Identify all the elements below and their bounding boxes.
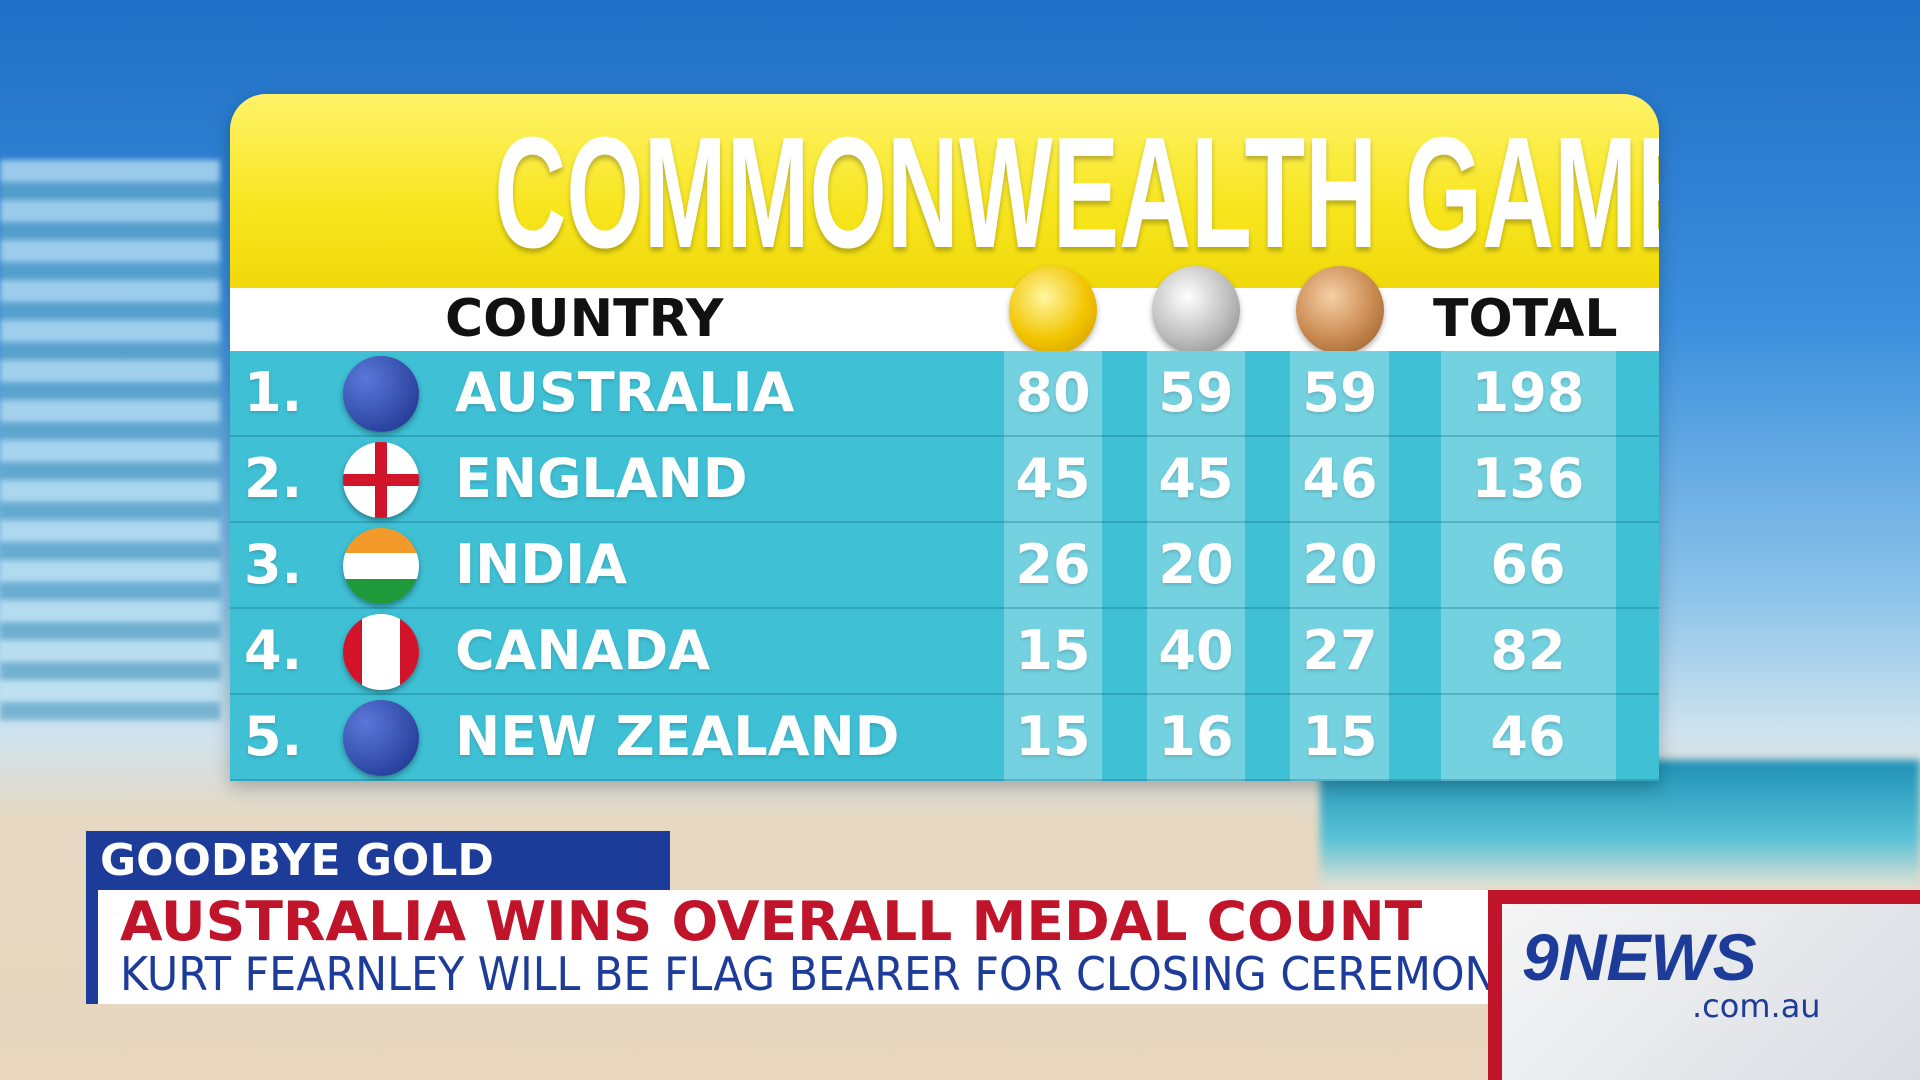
- background-sea: [1320, 760, 1920, 890]
- total-count: 46: [1490, 705, 1566, 768]
- rank: 3.: [244, 533, 303, 596]
- background-building: [0, 160, 220, 720]
- news-logo: 9NEWS .com.au: [1488, 890, 1920, 1080]
- logo-brand: 9NEWS: [1522, 920, 1757, 994]
- ticker-tag: GOODBYE GOLD COAST: [86, 831, 670, 945]
- flag: [343, 356, 419, 432]
- country: AUSTRALIA: [455, 361, 795, 424]
- bronze-medal-icon: [1296, 266, 1384, 354]
- country: ENGLAND: [455, 447, 748, 510]
- column-header: COUNTRY: [445, 289, 724, 349]
- table-row: 2. ENGLAND 45 45 46 136: [230, 437, 1659, 523]
- gold-medal-icon: [1009, 266, 1097, 354]
- column-header: TOTAL: [1433, 289, 1618, 349]
- rank: 2.: [244, 447, 303, 510]
- table-row: 1. AUSTRALIA 80 59 59 198: [230, 351, 1659, 437]
- total-count: 66: [1490, 533, 1566, 596]
- medal-count: 16: [1158, 705, 1234, 768]
- silver-column: [1147, 351, 1245, 781]
- total-count: 136: [1471, 447, 1585, 510]
- medal-panel: COMMONWEALTH GAMES COUNTRY TOTAL 1. AUSTR…: [230, 94, 1659, 781]
- flag: [343, 614, 419, 690]
- table-row: 4. CANADA 15 40 27 82: [230, 609, 1659, 695]
- medal-count: 40: [1158, 619, 1234, 682]
- flag: [343, 700, 419, 776]
- rank: 1.: [244, 361, 303, 424]
- logo-domain: .com.au: [1692, 987, 1821, 1025]
- title-bar: COMMONWEALTH GAMES: [230, 94, 1659, 288]
- rank: 4.: [244, 619, 303, 682]
- ticker-strip: AUSTRALIA WINS OVERALL MEDAL COUNT KURT …: [86, 890, 1523, 1004]
- silver-medal-icon: [1152, 266, 1240, 354]
- country: INDIA: [455, 533, 627, 596]
- table-row: 3. INDIA 26 20 20 66: [230, 523, 1659, 609]
- medal-count: 46: [1302, 447, 1378, 510]
- ticker-headline: AUSTRALIA WINS OVERALL MEDAL COUNT: [120, 890, 1423, 953]
- title: COMMONWEALTH GAMES: [494, 105, 1659, 281]
- country: CANADA: [455, 619, 711, 682]
- medal-count: 59: [1302, 361, 1378, 424]
- bronze-column: [1290, 351, 1389, 781]
- medal-count: 15: [1015, 619, 1091, 682]
- medal-count: 45: [1158, 447, 1234, 510]
- medal-count: 59: [1158, 361, 1234, 424]
- table-body: 1. AUSTRALIA 80 59 59 198 2. ENGLAND 45 45 46 136 3.…: [230, 351, 1659, 781]
- total-count: 198: [1471, 361, 1585, 424]
- medal-count: 26: [1015, 533, 1091, 596]
- medal-count: 27: [1302, 619, 1378, 682]
- medal-count: 20: [1158, 533, 1234, 596]
- medal-count: 20: [1302, 533, 1378, 596]
- medal-count: 45: [1015, 447, 1091, 510]
- flag: [343, 528, 419, 604]
- total-count: 82: [1490, 619, 1566, 682]
- table-row: 5. NEW ZEALAND 15 16 15 46: [230, 695, 1659, 781]
- gold-column: [1004, 351, 1102, 781]
- ticker-subline: KURT FEARNLEY WILL BE FLAG BEARER FOR CL…: [120, 947, 1523, 1001]
- header-row: COUNTRY TOTAL: [230, 266, 1659, 354]
- medal-count: 15: [1015, 705, 1091, 768]
- country: NEW ZEALAND: [455, 705, 900, 768]
- medal-count: 80: [1015, 361, 1091, 424]
- total-column: [1441, 351, 1616, 781]
- rank: 5.: [244, 705, 303, 768]
- medal-count: 15: [1302, 705, 1378, 768]
- flag: [343, 442, 419, 518]
